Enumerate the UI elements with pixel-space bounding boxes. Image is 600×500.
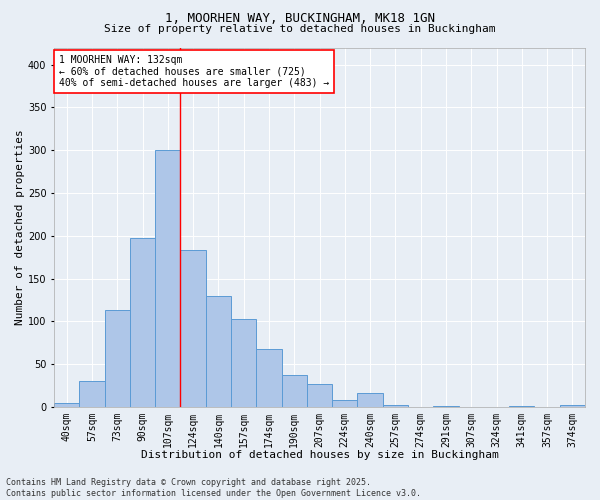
Bar bbox=[256, 349, 281, 407]
Bar bbox=[181, 250, 206, 407]
Bar bbox=[307, 384, 332, 407]
Bar bbox=[79, 382, 104, 407]
Text: 1 MOORHEN WAY: 132sqm
← 60% of detached houses are smaller (725)
40% of semi-det: 1 MOORHEN WAY: 132sqm ← 60% of detached … bbox=[59, 54, 329, 88]
Bar bbox=[332, 400, 358, 407]
Bar bbox=[155, 150, 181, 407]
Y-axis label: Number of detached properties: Number of detached properties bbox=[15, 130, 25, 325]
Bar bbox=[433, 406, 458, 407]
Bar bbox=[130, 238, 155, 407]
Bar bbox=[54, 403, 79, 407]
Bar bbox=[231, 319, 256, 407]
Bar bbox=[281, 376, 307, 407]
Bar bbox=[383, 404, 408, 407]
Bar bbox=[206, 296, 231, 407]
Text: 1, MOORHEN WAY, BUCKINGHAM, MK18 1GN: 1, MOORHEN WAY, BUCKINGHAM, MK18 1GN bbox=[165, 12, 435, 26]
Bar bbox=[509, 406, 535, 407]
Text: Size of property relative to detached houses in Buckingham: Size of property relative to detached ho… bbox=[104, 24, 496, 34]
Bar bbox=[560, 406, 585, 407]
Bar bbox=[358, 394, 383, 407]
Bar bbox=[104, 310, 130, 407]
Text: Contains HM Land Registry data © Crown copyright and database right 2025.
Contai: Contains HM Land Registry data © Crown c… bbox=[6, 478, 421, 498]
X-axis label: Distribution of detached houses by size in Buckingham: Distribution of detached houses by size … bbox=[140, 450, 499, 460]
